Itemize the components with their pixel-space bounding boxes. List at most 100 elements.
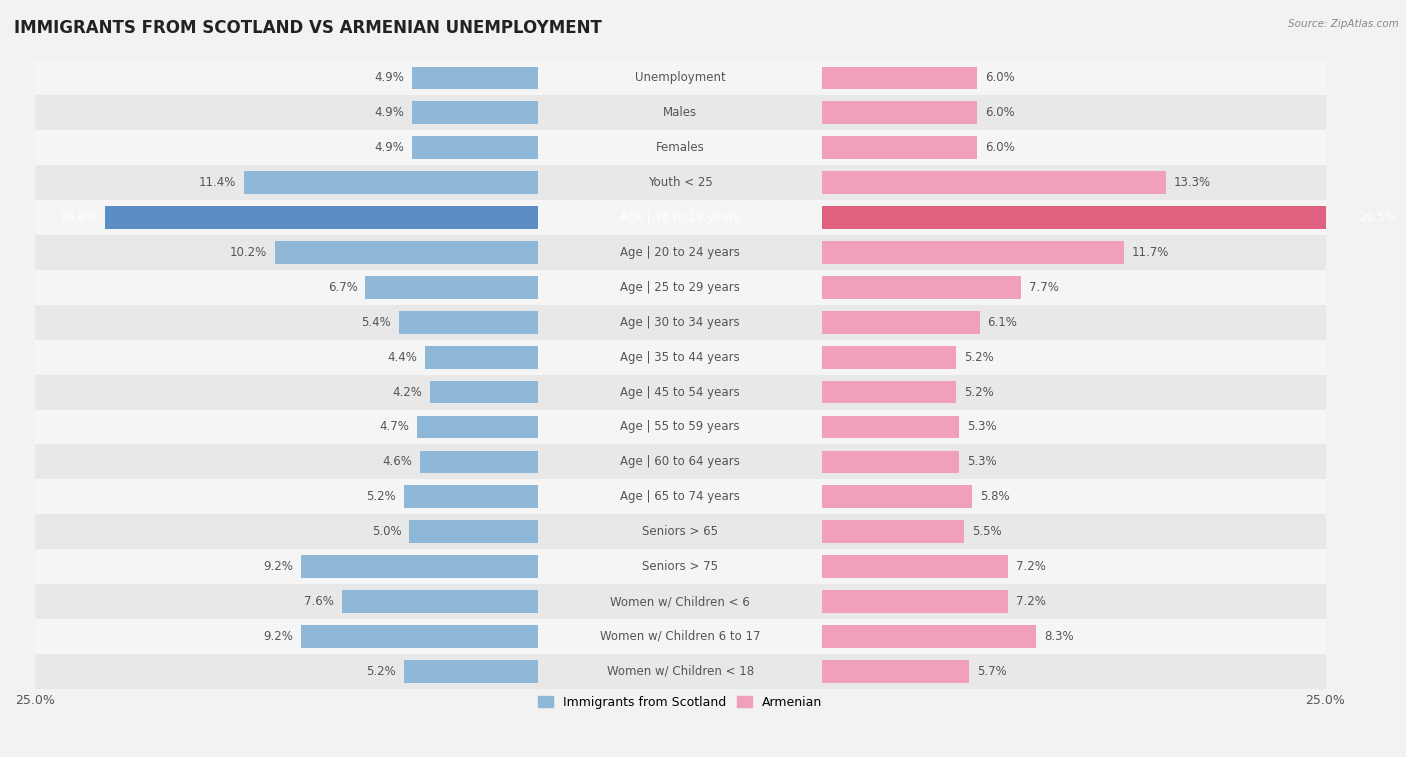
- Bar: [35, 95, 1326, 130]
- Bar: [823, 346, 956, 369]
- Bar: [823, 206, 1351, 229]
- Bar: [35, 340, 1326, 375]
- Text: 4.9%: 4.9%: [374, 71, 404, 84]
- Text: Seniors > 65: Seniors > 65: [643, 525, 718, 538]
- Bar: [35, 619, 1326, 654]
- Text: Age | 20 to 24 years: Age | 20 to 24 years: [620, 246, 740, 259]
- Text: Age | 30 to 34 years: Age | 30 to 34 years: [620, 316, 740, 329]
- Text: Source: ZipAtlas.com: Source: ZipAtlas.com: [1288, 19, 1399, 29]
- Text: 4.6%: 4.6%: [382, 456, 412, 469]
- Bar: [823, 625, 1036, 648]
- Bar: [35, 235, 1326, 270]
- Text: 6.0%: 6.0%: [984, 71, 1015, 84]
- Bar: [823, 416, 959, 438]
- Bar: [35, 165, 1326, 200]
- Text: 5.2%: 5.2%: [367, 491, 396, 503]
- Bar: [823, 520, 965, 543]
- Bar: [35, 375, 1326, 410]
- Text: Age | 55 to 59 years: Age | 55 to 59 years: [620, 420, 740, 434]
- Bar: [342, 590, 538, 613]
- Bar: [35, 514, 1326, 549]
- Text: Women w/ Children 6 to 17: Women w/ Children 6 to 17: [600, 630, 761, 643]
- Text: 4.7%: 4.7%: [380, 420, 409, 434]
- Bar: [430, 381, 538, 403]
- Bar: [35, 305, 1326, 340]
- Bar: [823, 101, 977, 124]
- Bar: [276, 241, 538, 263]
- Bar: [412, 136, 538, 159]
- Text: Age | 45 to 54 years: Age | 45 to 54 years: [620, 385, 740, 399]
- Text: 4.4%: 4.4%: [387, 350, 418, 363]
- Text: 7.6%: 7.6%: [305, 595, 335, 608]
- Text: 11.7%: 11.7%: [1132, 246, 1170, 259]
- Bar: [35, 584, 1326, 619]
- Text: 7.2%: 7.2%: [1015, 560, 1046, 573]
- Text: 4.2%: 4.2%: [392, 385, 422, 399]
- Bar: [301, 625, 538, 648]
- Bar: [823, 241, 1125, 263]
- Text: 7.7%: 7.7%: [1029, 281, 1059, 294]
- Bar: [823, 556, 1008, 578]
- Text: 5.3%: 5.3%: [967, 456, 997, 469]
- Bar: [412, 101, 538, 124]
- Bar: [409, 520, 538, 543]
- Text: 4.9%: 4.9%: [374, 142, 404, 154]
- Text: 6.0%: 6.0%: [984, 106, 1015, 120]
- Text: Age | 35 to 44 years: Age | 35 to 44 years: [620, 350, 740, 363]
- Bar: [35, 270, 1326, 305]
- Text: 5.3%: 5.3%: [967, 420, 997, 434]
- Bar: [823, 67, 977, 89]
- Bar: [823, 276, 1021, 299]
- Bar: [35, 200, 1326, 235]
- Text: 20.5%: 20.5%: [1360, 211, 1396, 224]
- Text: Unemployment: Unemployment: [636, 71, 725, 84]
- Text: 7.2%: 7.2%: [1015, 595, 1046, 608]
- Text: 11.4%: 11.4%: [198, 176, 236, 189]
- Text: Youth < 25: Youth < 25: [648, 176, 713, 189]
- Text: Women w/ Children < 6: Women w/ Children < 6: [610, 595, 751, 608]
- Bar: [823, 660, 969, 683]
- Text: Age | 25 to 29 years: Age | 25 to 29 years: [620, 281, 740, 294]
- Bar: [823, 450, 959, 473]
- Bar: [425, 346, 538, 369]
- Bar: [245, 171, 538, 194]
- Bar: [823, 136, 977, 159]
- Text: 16.8%: 16.8%: [59, 211, 97, 224]
- Bar: [301, 556, 538, 578]
- Text: 6.7%: 6.7%: [328, 281, 357, 294]
- Text: 10.2%: 10.2%: [231, 246, 267, 259]
- Bar: [104, 206, 538, 229]
- Text: 5.2%: 5.2%: [367, 665, 396, 678]
- Bar: [404, 485, 538, 508]
- Text: Age | 60 to 64 years: Age | 60 to 64 years: [620, 456, 740, 469]
- Bar: [419, 450, 538, 473]
- Bar: [35, 654, 1326, 689]
- Bar: [823, 311, 980, 334]
- Text: 5.5%: 5.5%: [972, 525, 1001, 538]
- Text: 9.2%: 9.2%: [263, 630, 292, 643]
- Bar: [35, 61, 1326, 95]
- Text: 8.3%: 8.3%: [1045, 630, 1074, 643]
- Bar: [404, 660, 538, 683]
- Bar: [366, 276, 538, 299]
- Text: 6.1%: 6.1%: [987, 316, 1018, 329]
- Text: 5.8%: 5.8%: [980, 491, 1010, 503]
- Bar: [823, 485, 972, 508]
- Bar: [35, 130, 1326, 165]
- Text: 5.2%: 5.2%: [965, 350, 994, 363]
- Text: 9.2%: 9.2%: [263, 560, 292, 573]
- Bar: [823, 171, 1166, 194]
- Text: 5.2%: 5.2%: [965, 385, 994, 399]
- Text: 6.0%: 6.0%: [984, 142, 1015, 154]
- Legend: Immigrants from Scotland, Armenian: Immigrants from Scotland, Armenian: [533, 691, 827, 714]
- Bar: [412, 67, 538, 89]
- Text: IMMIGRANTS FROM SCOTLAND VS ARMENIAN UNEMPLOYMENT: IMMIGRANTS FROM SCOTLAND VS ARMENIAN UNE…: [14, 19, 602, 37]
- Text: Age | 65 to 74 years: Age | 65 to 74 years: [620, 491, 740, 503]
- Bar: [35, 479, 1326, 514]
- Text: Age | 16 to 19 years: Age | 16 to 19 years: [620, 211, 740, 224]
- Text: Females: Females: [655, 142, 704, 154]
- Text: 5.0%: 5.0%: [371, 525, 402, 538]
- Text: Women w/ Children < 18: Women w/ Children < 18: [606, 665, 754, 678]
- Text: Seniors > 75: Seniors > 75: [643, 560, 718, 573]
- Text: 4.9%: 4.9%: [374, 106, 404, 120]
